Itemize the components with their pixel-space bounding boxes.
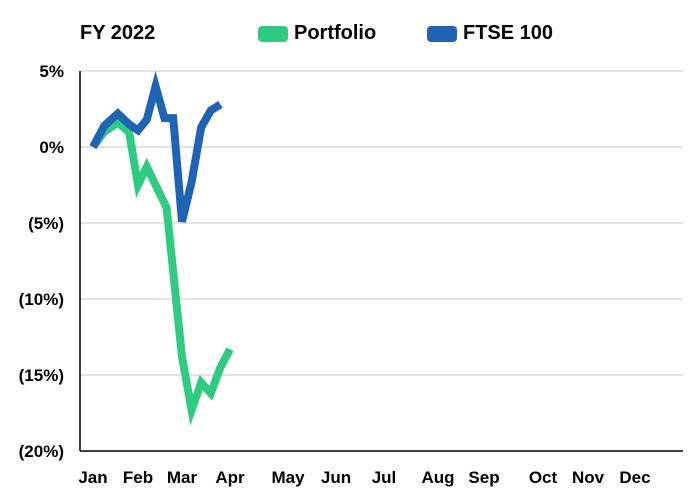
y-tick-labels: 5% 0% (5%) (10%) (15%) (20%) [19,62,64,461]
series-line-portfolio [89,117,234,426]
x-tick-label: Jan [78,468,107,487]
x-tick-label: Oct [529,468,558,487]
legend-portfolio-label: Portfolio [294,22,377,44]
y-tick-label: (5%) [28,214,64,233]
legend-portfolio: Portfolio [258,22,376,45]
legend-portfolio-swatch [258,25,288,42]
legend-ftse: FTSE 100 [427,22,553,45]
y-tick-label: (15%) [19,366,64,385]
series-line-ftse-100 [89,70,223,223]
y-tick-label: (10%) [19,290,64,309]
y-tick-label: (20%) [19,442,64,461]
legend-ftse-label: FTSE 100 [463,22,554,44]
x-tick-labels: Jan Feb Mar Apr May Jun Jul Aug Sep Oct Nov Dec [78,468,650,487]
x-tick-label: May [271,468,305,487]
x-tick-label: Aug [421,468,454,487]
x-tick-label: Jun [321,468,351,487]
x-tick-label: Dec [619,468,650,487]
x-tick-label: Nov [572,468,605,487]
y-tick-label: 5% [39,62,64,81]
chart-title: FY 2022 [80,22,156,44]
gridlines [80,70,683,376]
y-tick-label: 0% [39,138,64,157]
x-tick-label: Apr [215,468,245,487]
legend-ftse-swatch [427,25,457,42]
x-tick-label: Sep [468,468,499,487]
axes [79,71,683,452]
x-tick-label: Mar [167,468,198,487]
x-tick-label: Feb [123,468,153,487]
x-tick-label: Jul [372,468,397,487]
series-lines [89,70,234,426]
